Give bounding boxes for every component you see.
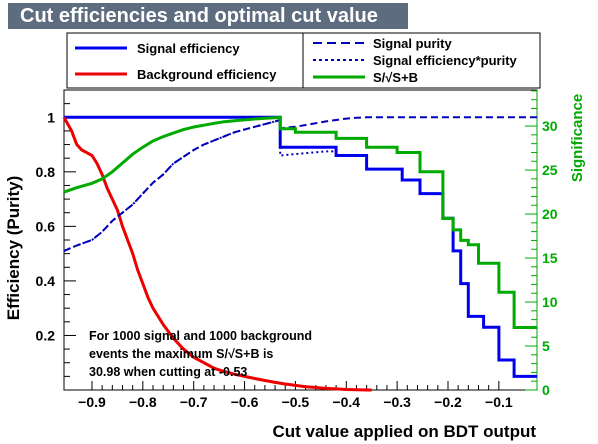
y2-axis-label: Significance (569, 94, 586, 182)
legend-label-background-efficiency: Background efficiency (137, 67, 277, 82)
y-axis-label: Efficiency (Purity) (4, 176, 23, 321)
annotation: For 1000 signal and 1000 background even… (89, 329, 312, 379)
y2-tick-label: 0 (542, 382, 550, 398)
legend-label-signal-efficiency: Signal efficiency (137, 41, 240, 56)
annotation-line-1: For 1000 signal and 1000 background (89, 329, 312, 343)
series-signal-purity (63, 116, 537, 252)
y-tick-label: 0.6 (36, 218, 56, 234)
x-tick-label: −0.5 (282, 394, 310, 410)
y2-tick-label: 30 (542, 118, 558, 134)
x-tick-label: −0.2 (434, 394, 462, 410)
x-tick-label: −0.4 (332, 394, 360, 410)
y-tick-label: 0.2 (36, 327, 56, 343)
y-tick-label: 1 (47, 109, 55, 125)
y2-tick-label: 10 (542, 294, 558, 310)
y2-tick-label: 25 (542, 162, 558, 178)
x-tick-label: −0.9 (78, 394, 106, 410)
legend-label-significance: S/√S+B (373, 70, 418, 85)
series-layer (62, 115, 537, 392)
x-tick-label: −0.8 (129, 394, 157, 410)
series-signal-efficiency-purity (63, 118, 337, 252)
y2-tick-label: 15 (542, 250, 558, 266)
x-axis-label: Cut value applied on BDT output (273, 422, 537, 441)
chart-title: Cut efficiencies and optimal cut value (8, 3, 408, 29)
x-tick-label: −0.7 (180, 394, 208, 410)
y2-tick-label: 20 (542, 206, 558, 222)
x-tick-label: −0.3 (383, 394, 411, 410)
x-tick-label: −0.1 (485, 394, 513, 410)
annotation-line-3: 30.98 when cutting at -0.53 (89, 365, 247, 379)
legend: Signal efficiency Background efficiency … (66, 32, 541, 89)
series-background-efficiency (62, 116, 372, 392)
annotation-line-2: events the maximum S/√S+B is (89, 347, 273, 361)
x-tick-label: −0.6 (231, 394, 259, 410)
legend-label-signal-purity: Signal purity (373, 36, 453, 51)
y-tick-label: 0.4 (36, 273, 56, 289)
legend-label-signal-efficiency-purity: Signal efficiency*purity (373, 53, 518, 68)
axes: −0.9 −0.8 −0.7 −0.6 −0.5 −0.4 −0.3 −0.2 −0.1 0.2 0… (36, 89, 558, 410)
y2-tick-label: 5 (542, 338, 550, 354)
y-tick-label: 0.8 (36, 164, 56, 180)
series-significance (63, 115, 537, 329)
